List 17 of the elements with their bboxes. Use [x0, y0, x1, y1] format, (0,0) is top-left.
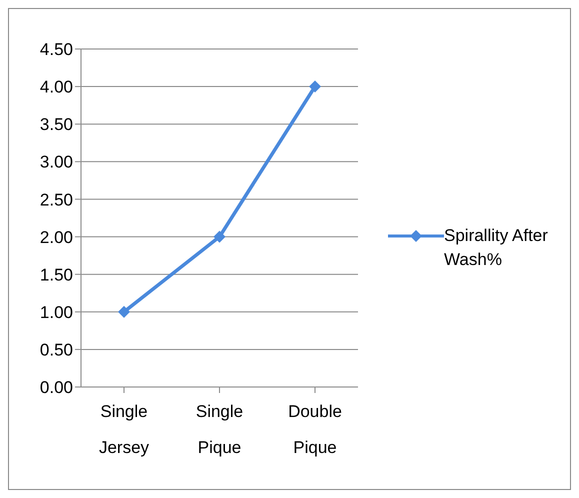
- y-tick-label: 3.00: [40, 152, 73, 172]
- point: [214, 230, 226, 243]
- point: [309, 80, 321, 93]
- y-tick-label: 1.50: [40, 265, 73, 284]
- y-tick-label: 3.50: [40, 115, 73, 134]
- x-tick-label: Double Pique: [288, 402, 342, 457]
- x-tick-label: Single Jersey: [98, 402, 150, 457]
- y-tick-label: 2.50: [40, 190, 73, 210]
- y-tick-label: 4.50: [40, 40, 73, 60]
- legend-label: Spirallity After Wash%: [444, 225, 549, 271]
- y-tick-label: 0.00: [40, 378, 73, 398]
- y-tick-label: 1.00: [40, 302, 73, 322]
- y-tick-label: 2.00: [40, 228, 73, 247]
- y-tick-label: 0.50: [40, 340, 73, 360]
- y-tick-label: 4.00: [40, 78, 73, 97]
- point: [118, 306, 130, 318]
- x-tick-label: Single Pique: [196, 402, 244, 457]
